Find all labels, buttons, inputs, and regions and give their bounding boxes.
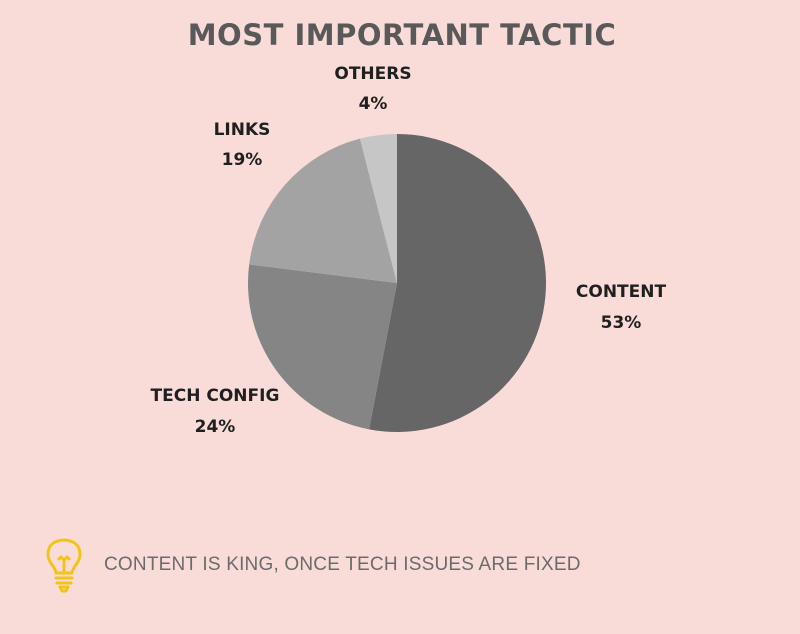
lightbulb-icon [46,538,82,593]
pie-slice-tech-config [247,264,397,430]
pie-slice-content [369,133,547,433]
slice-label: TECH CONFIG [151,386,280,406]
chart-title: MOST IMPORTANT TACTIC [188,18,617,52]
tip-callout: CONTENT IS KING, ONCE TECH ISSUES ARE FI… [44,537,581,593]
pie-slice-links [249,138,397,283]
slice-label: CONTENT [576,282,667,302]
pie-labels: CONTENT 53% TECH CONFIG 24% LINKS 19% OTHERS 4% [151,64,667,437]
tip-text: CONTENT IS KING, ONCE TECH ISSUES ARE FI… [104,554,581,575]
pie-slices [247,133,547,433]
pie-slice-others [359,134,397,283]
slice-value-label: 24% [195,417,236,437]
slice-value-label: 4% [359,94,388,114]
slice-value-label: 53% [601,313,642,333]
slice-label: OTHERS [334,64,411,84]
slice-value-label: 19% [222,150,263,170]
slice-label: LINKS [214,120,271,140]
